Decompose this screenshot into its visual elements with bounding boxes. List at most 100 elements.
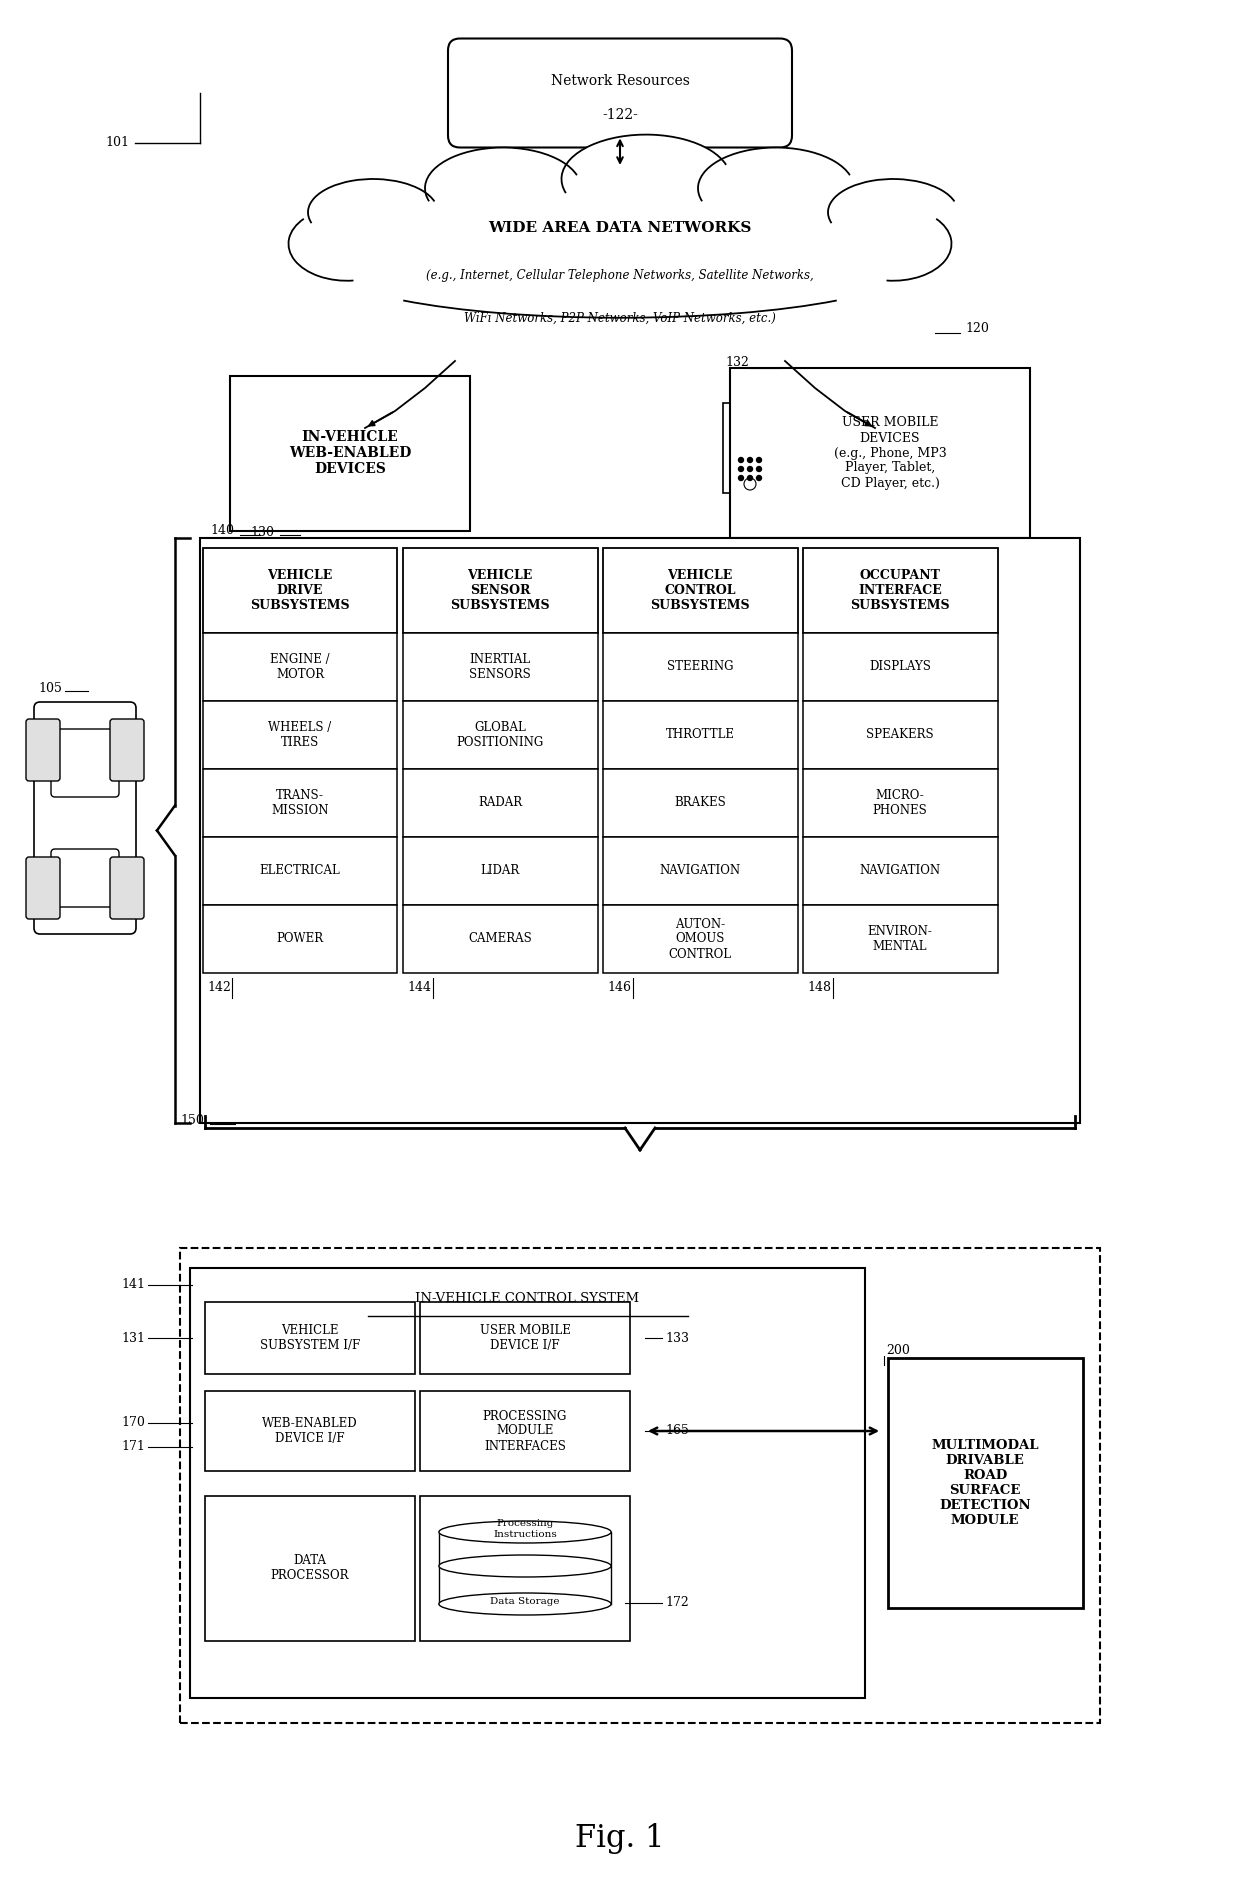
FancyBboxPatch shape [888, 1359, 1083, 1608]
Text: ELECTRICAL: ELECTRICAL [259, 864, 340, 877]
Ellipse shape [439, 1555, 611, 1578]
Text: INERTIAL
SENSORS: INERTIAL SENSORS [469, 653, 531, 681]
Text: PROCESSING
MODULE
INTERFACES: PROCESSING MODULE INTERFACES [482, 1410, 567, 1452]
FancyBboxPatch shape [202, 634, 398, 700]
Ellipse shape [308, 179, 438, 245]
Text: NAVIGATION: NAVIGATION [660, 864, 740, 877]
Text: THROTTLE: THROTTLE [666, 729, 734, 742]
Ellipse shape [828, 179, 959, 245]
Circle shape [756, 466, 761, 472]
Text: MULTIMODAL
DRIVABLE
ROAD
SURFACE
DETECTION
MODULE: MULTIMODAL DRIVABLE ROAD SURFACE DETECTI… [931, 1439, 1039, 1526]
Ellipse shape [425, 148, 582, 228]
FancyBboxPatch shape [202, 700, 398, 769]
FancyBboxPatch shape [403, 837, 598, 906]
FancyBboxPatch shape [603, 906, 797, 972]
FancyBboxPatch shape [730, 367, 1030, 539]
Text: 120: 120 [965, 322, 988, 335]
FancyBboxPatch shape [190, 1267, 866, 1697]
Text: 148: 148 [807, 982, 832, 993]
FancyBboxPatch shape [403, 634, 598, 700]
FancyBboxPatch shape [202, 548, 398, 634]
Text: DATA
PROCESSOR: DATA PROCESSOR [270, 1555, 350, 1581]
Text: VEHICLE
SENSOR
SUBSYSTEMS: VEHICLE SENSOR SUBSYSTEMS [450, 569, 549, 613]
Text: Network Resources: Network Resources [551, 74, 689, 88]
Text: SPEAKERS: SPEAKERS [867, 729, 934, 742]
FancyBboxPatch shape [603, 548, 797, 634]
Text: USER MOBILE
DEVICES
(e.g., Phone, MP3
Player, Tablet,
CD Player, etc.): USER MOBILE DEVICES (e.g., Phone, MP3 Pl… [833, 417, 946, 489]
Text: WiFi Networks, P2P Networks, VoIP Networks, etc.): WiFi Networks, P2P Networks, VoIP Networ… [464, 312, 776, 325]
Text: WIDE AREA DATA NETWORKS: WIDE AREA DATA NETWORKS [489, 221, 751, 234]
FancyBboxPatch shape [802, 769, 997, 837]
FancyBboxPatch shape [205, 1496, 415, 1640]
Text: 165: 165 [665, 1425, 689, 1437]
Text: OCCUPANT
INTERFACE
SUBSYSTEMS: OCCUPANT INTERFACE SUBSYSTEMS [851, 569, 950, 613]
Text: 142: 142 [207, 982, 232, 993]
Text: ENVIRON-
MENTAL: ENVIRON- MENTAL [868, 925, 932, 953]
FancyBboxPatch shape [110, 719, 144, 780]
Text: 172: 172 [665, 1597, 688, 1610]
Text: VEHICLE
DRIVE
SUBSYSTEMS: VEHICLE DRIVE SUBSYSTEMS [250, 569, 350, 613]
Text: VEHICLE
CONTROL
SUBSYSTEMS: VEHICLE CONTROL SUBSYSTEMS [650, 569, 750, 613]
Text: (e.g., Internet, Cellular Telephone Networks, Satellite Networks,: (e.g., Internet, Cellular Telephone Netw… [427, 268, 813, 282]
Circle shape [739, 466, 744, 472]
Text: -122-: -122- [603, 108, 637, 122]
Text: WHEELS /
TIRES: WHEELS / TIRES [268, 721, 331, 750]
Text: DISPLAYS: DISPLAYS [869, 660, 931, 674]
FancyBboxPatch shape [603, 634, 797, 700]
FancyBboxPatch shape [802, 837, 997, 906]
FancyBboxPatch shape [603, 700, 797, 769]
Text: 141: 141 [122, 1279, 145, 1292]
FancyBboxPatch shape [740, 409, 760, 413]
Circle shape [748, 476, 753, 480]
Text: STEERING: STEERING [667, 660, 733, 674]
Text: RADAR: RADAR [477, 797, 522, 809]
Ellipse shape [439, 1520, 611, 1543]
FancyBboxPatch shape [51, 729, 119, 797]
Text: 101: 101 [105, 137, 129, 150]
FancyBboxPatch shape [802, 548, 997, 634]
FancyBboxPatch shape [200, 539, 1080, 1123]
Text: 140: 140 [210, 525, 234, 537]
Circle shape [756, 457, 761, 462]
Text: VEHICLE
SUBSYSTEM I/F: VEHICLE SUBSYSTEM I/F [260, 1324, 360, 1351]
FancyBboxPatch shape [802, 634, 997, 700]
FancyBboxPatch shape [723, 403, 777, 493]
Circle shape [739, 457, 744, 462]
FancyBboxPatch shape [202, 906, 398, 972]
FancyBboxPatch shape [110, 856, 144, 919]
Text: 146: 146 [608, 982, 631, 993]
Ellipse shape [562, 135, 730, 223]
FancyBboxPatch shape [420, 1302, 630, 1374]
FancyBboxPatch shape [802, 700, 997, 769]
FancyBboxPatch shape [420, 1496, 630, 1640]
FancyBboxPatch shape [403, 769, 598, 837]
Text: 144: 144 [408, 982, 432, 993]
Text: WEB-ENABLED
DEVICE I/F: WEB-ENABLED DEVICE I/F [262, 1418, 358, 1444]
FancyBboxPatch shape [26, 719, 60, 780]
FancyBboxPatch shape [802, 906, 997, 972]
Text: 131: 131 [122, 1332, 145, 1345]
FancyBboxPatch shape [33, 702, 136, 934]
Text: MICRO-
PHONES: MICRO- PHONES [873, 790, 928, 816]
FancyBboxPatch shape [730, 417, 770, 455]
Text: Fig. 1: Fig. 1 [575, 1823, 665, 1854]
Text: USER MOBILE
DEVICE I/F: USER MOBILE DEVICE I/F [480, 1324, 570, 1351]
Circle shape [756, 476, 761, 480]
FancyBboxPatch shape [403, 548, 598, 634]
Text: IN-VEHICLE CONTROL SYSTEM: IN-VEHICLE CONTROL SYSTEM [415, 1292, 640, 1304]
Ellipse shape [698, 148, 854, 228]
Circle shape [748, 466, 753, 472]
FancyBboxPatch shape [205, 1302, 415, 1374]
Text: NAVIGATION: NAVIGATION [859, 864, 941, 877]
FancyBboxPatch shape [420, 1391, 630, 1471]
Text: 130: 130 [250, 527, 274, 539]
FancyBboxPatch shape [403, 700, 598, 769]
Circle shape [739, 476, 744, 480]
Text: 170: 170 [122, 1416, 145, 1429]
FancyBboxPatch shape [202, 769, 398, 837]
FancyBboxPatch shape [403, 906, 598, 972]
Text: LIDAR: LIDAR [480, 864, 520, 877]
Text: BRAKES: BRAKES [675, 797, 725, 809]
Text: TRANS-
MISSION: TRANS- MISSION [272, 790, 329, 816]
FancyBboxPatch shape [26, 856, 60, 919]
